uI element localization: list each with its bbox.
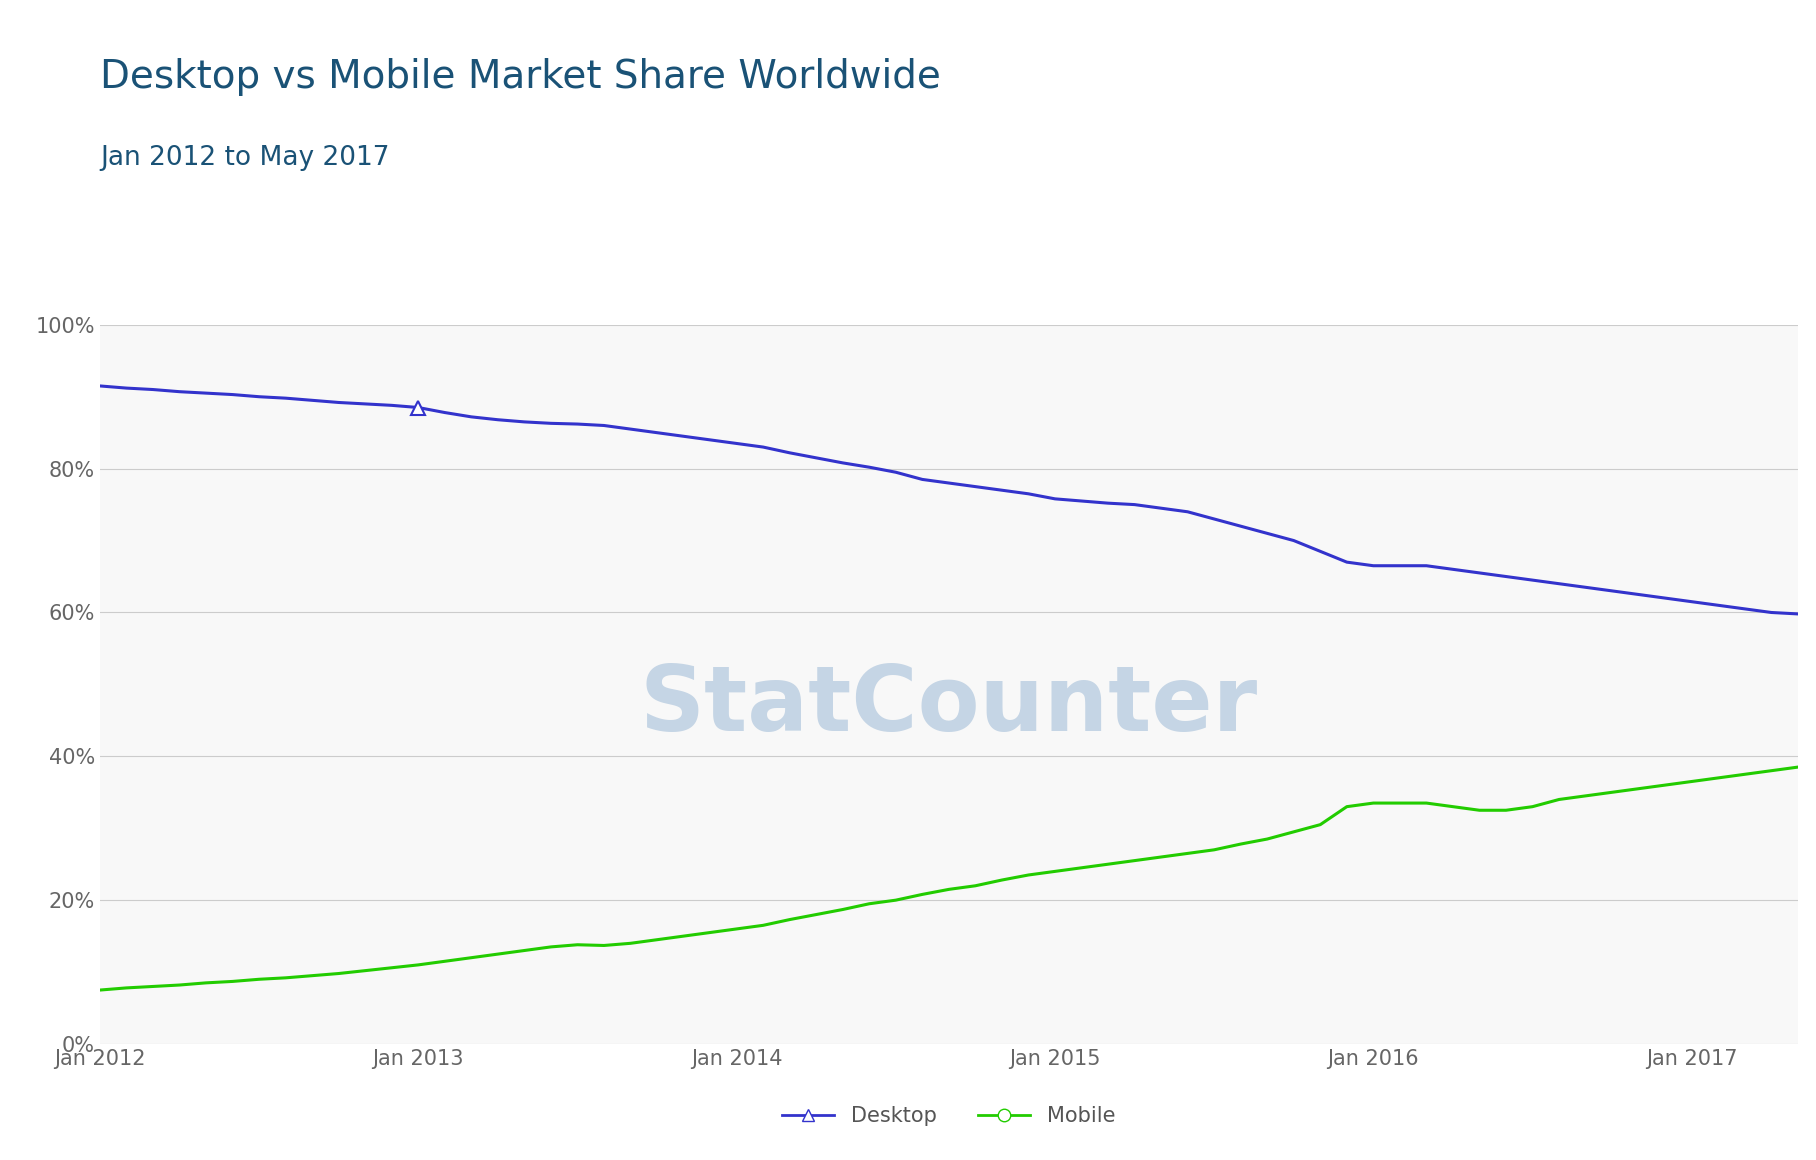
Text: Jan 2012 to May 2017: Jan 2012 to May 2017 — [100, 145, 389, 171]
Text: Desktop vs Mobile Market Share Worldwide: Desktop vs Mobile Market Share Worldwide — [100, 58, 941, 96]
Text: StatCounter: StatCounter — [639, 662, 1258, 751]
Legend: Desktop, Mobile: Desktop, Mobile — [774, 1097, 1124, 1134]
